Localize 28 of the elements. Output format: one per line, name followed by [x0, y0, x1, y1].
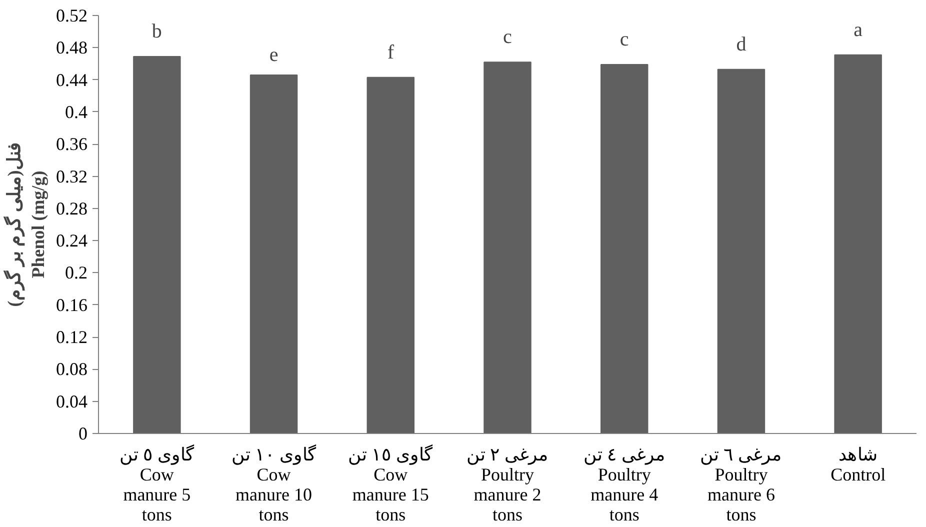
bar — [484, 62, 532, 434]
annotation: c — [620, 28, 629, 51]
y-tick-label: 0.28 — [56, 198, 88, 218]
annotation: a — [854, 18, 863, 41]
y-tick-label: 0.36 — [56, 134, 88, 154]
y-tick-label: 0.08 — [56, 359, 88, 380]
bar — [834, 54, 882, 434]
bar — [366, 76, 415, 434]
y-tick-label: 0 — [78, 424, 88, 444]
y-tick-label: 0.12 — [56, 327, 88, 348]
y-tick-label: 0.4 — [65, 102, 88, 122]
bar — [250, 74, 298, 434]
annotation: c — [503, 26, 512, 48]
annotation: e — [269, 44, 278, 66]
annotation: d — [736, 33, 746, 56]
annotation: b — [152, 20, 162, 42]
y-tick-label: 0.04 — [56, 391, 88, 412]
y-tick-label: 0.48 — [56, 38, 88, 58]
y-tick-label: 0.2 — [65, 262, 88, 283]
y-tick-label: 0.32 — [56, 166, 88, 186]
y-tick-label: 0.52 — [56, 6, 88, 26]
bar — [133, 56, 181, 434]
y-tick-label: 0.44 — [56, 70, 88, 90]
y-tick-label: 0.24 — [56, 230, 88, 251]
bar — [717, 68, 766, 434]
annotation: f — [387, 41, 394, 64]
y-tick-label: 0.16 — [56, 294, 88, 315]
bar — [600, 64, 648, 434]
